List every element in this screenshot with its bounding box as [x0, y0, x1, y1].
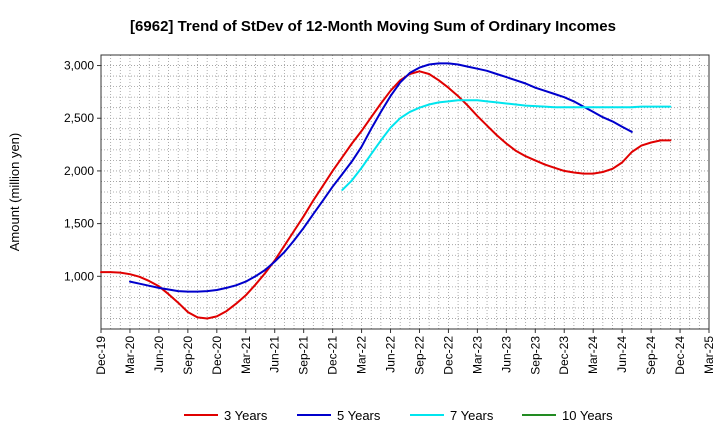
chart-title: [6962] Trend of StDev of 12-Month Moving… [130, 18, 616, 35]
y-axis-title: Amount (million yen) [7, 133, 22, 252]
x-tick-label: Dec-22 [441, 336, 455, 375]
x-tick-label: Dec-20 [210, 336, 224, 375]
x-tick-label: Jun-21 [268, 336, 282, 373]
legend-label-10-years: 10 Years [562, 408, 613, 423]
x-tick-label: Sep-22 [412, 336, 426, 375]
x-tick-label: Sep-21 [297, 336, 311, 375]
y-tick-label: 1,000 [64, 269, 94, 283]
y-tick-label: 1,500 [64, 217, 94, 231]
plot-frame [100, 54, 710, 330]
x-tick-label: Mar-23 [470, 336, 484, 374]
x-tick-label: Jun-24 [615, 336, 629, 373]
x-tick-label: Mar-20 [123, 336, 137, 374]
legend-label-7-years: 7 Years [450, 408, 494, 423]
legend: 3 Years 5 Years 7 Years 10 Years [184, 408, 613, 423]
x-tick-label: Sep-20 [181, 336, 195, 375]
x-tick-label: Sep-23 [528, 336, 542, 375]
x-tick-label: Mar-21 [239, 336, 253, 374]
plot-area: 1,000 1,500 2,000 2,500 3,000 Dec-19 Mar-20 Jun… [64, 54, 716, 375]
y-tick-label: 3,000 [64, 59, 94, 73]
legend-label-3-years: 3 Years [224, 408, 268, 423]
x-tick-label: Jun-20 [152, 336, 166, 373]
series-line-3-years [100, 70, 672, 320]
x-tick-label: Dec-21 [326, 336, 340, 375]
x-tick-label: Dec-24 [673, 336, 687, 375]
x-tick-label: Dec-23 [557, 336, 571, 375]
series-line-7-years [341, 99, 672, 191]
series-line-5-years [129, 62, 633, 293]
y-tick-label: 2,500 [64, 111, 94, 125]
x-tick-label: Mar-24 [586, 336, 600, 374]
x-tick-label: Sep-24 [644, 336, 658, 375]
x-tick-label: Mar-22 [355, 336, 369, 374]
x-tick-label: Jun-23 [499, 336, 513, 373]
x-tick-label: Jun-22 [384, 336, 398, 373]
x-tick-label: Mar-25 [702, 336, 716, 374]
y-tick-label: 2,000 [64, 164, 94, 178]
x-tick-label: Dec-19 [94, 336, 108, 375]
legend-label-5-years: 5 Years [337, 408, 381, 423]
